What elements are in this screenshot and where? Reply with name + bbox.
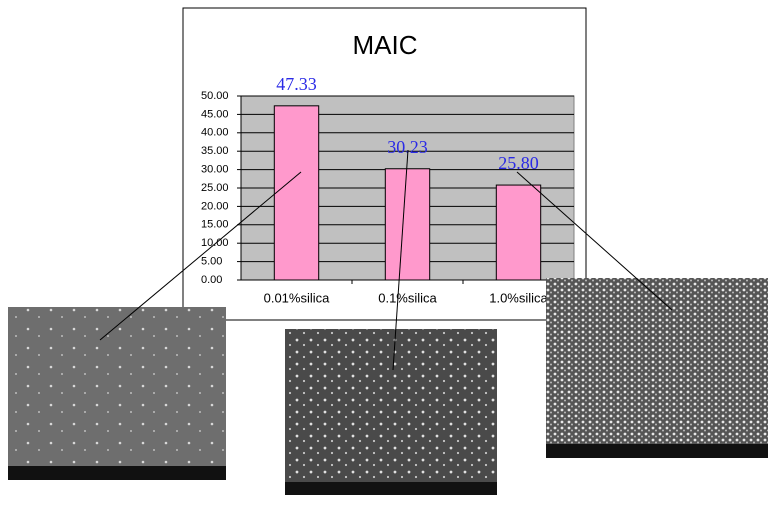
y-tick-label: 25.00: [201, 182, 229, 194]
sem-image-right: [546, 278, 768, 458]
value-label: 47.33: [276, 74, 317, 94]
sem-texture: [285, 329, 497, 482]
chart: MAIC 0.00 5.00 10.00 15.00 20.00 25.00 30.00 35…: [183, 8, 586, 320]
sem-image-left: [8, 307, 226, 480]
sem-texture: [546, 278, 768, 444]
bar: [496, 185, 540, 280]
chart-title: MAIC: [353, 30, 418, 60]
y-tick-label: 30.00: [201, 164, 229, 176]
y-tick-label: 50.00: [201, 90, 229, 102]
value-label: 25.80: [498, 153, 539, 173]
x-tick-label: 1.0%silica: [489, 290, 548, 305]
y-tick-label: 20.00: [201, 200, 229, 212]
x-tick-label: 0.1%silica: [378, 290, 437, 305]
y-tick-label: 15.00: [201, 219, 229, 231]
y-tick-label: 40.00: [201, 127, 229, 139]
y-tick-label: 35.00: [201, 145, 229, 157]
bar: [274, 106, 318, 280]
x-tick-label: 0.01%silica: [264, 290, 331, 305]
sem-texture: [8, 307, 226, 467]
page: MAIC 0.00 5.00 10.00 15.00 20.00 25.00 30.00 35…: [0, 0, 768, 506]
sem-image-middle: [285, 329, 497, 495]
y-tick-label: 45.00: [201, 108, 229, 120]
sem-info-bar: [285, 482, 497, 495]
sem-info-bar: [8, 466, 226, 480]
sem-info-bar: [546, 444, 768, 458]
y-tick-label: 10.00: [201, 237, 229, 249]
y-tick-label: 5.00: [201, 256, 222, 268]
bar: [385, 169, 429, 280]
y-tick-label: 0.00: [201, 274, 222, 286]
